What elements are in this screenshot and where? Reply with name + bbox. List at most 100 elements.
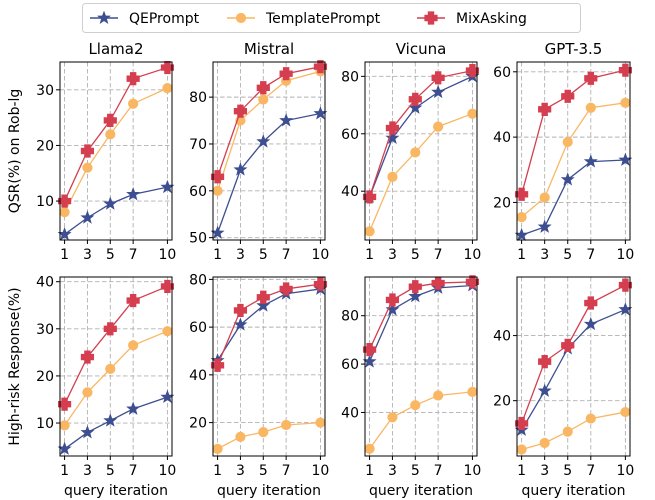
data-point <box>620 97 631 108</box>
y-tick-label: 40 <box>36 275 54 291</box>
data-point <box>584 296 598 310</box>
data-point <box>57 397 72 411</box>
data-point <box>126 187 141 201</box>
y-axis-label: QSR(%) on Rob-lg <box>7 89 23 214</box>
x-axis-label: query iteration <box>369 483 473 499</box>
series-line <box>521 411 626 451</box>
y-tick-label: 10 <box>36 194 54 210</box>
data-point <box>59 420 70 431</box>
data-point <box>538 355 552 369</box>
x-tick-label: 5 <box>106 247 115 263</box>
data-point <box>279 282 293 296</box>
series-line <box>64 186 168 235</box>
x-tick-label: 1 <box>213 247 222 263</box>
x-tick-label: 5 <box>259 463 268 479</box>
axes-frame <box>212 61 326 241</box>
x-tick-label: 1 <box>60 247 69 263</box>
data-point <box>562 426 573 437</box>
y-tick-label: 30 <box>36 83 54 99</box>
y-tick-label: 40 <box>341 405 359 421</box>
x-tick-label: 7 <box>282 247 291 263</box>
panel-title: Vicuna <box>396 40 447 58</box>
y-tick-label: 20 <box>493 394 511 410</box>
data-point <box>235 431 246 443</box>
x-tick-label: 5 <box>411 247 420 263</box>
x-tick-label: 3 <box>540 463 549 479</box>
data-point <box>362 342 377 357</box>
legend: QEPrompt TemplatePrompt MixAsking <box>82 3 581 33</box>
data-point <box>126 401 141 415</box>
panel-4: 1 3 5 7 10 20 40 60 GPT-3.5 <box>493 40 634 263</box>
x-tick-label: 5 <box>106 463 115 479</box>
data-point <box>560 172 575 186</box>
legend-label: MixAsking <box>456 11 527 27</box>
series-mixasking <box>57 279 175 411</box>
data-point <box>364 226 375 237</box>
x-tick-label: 7 <box>586 463 595 479</box>
series-qeprompt <box>514 302 633 436</box>
data-point <box>80 144 95 158</box>
data-point <box>128 340 139 351</box>
x-tick-label: 5 <box>563 247 572 263</box>
data-point <box>313 277 328 291</box>
series-qeprompt <box>57 389 175 455</box>
series-line <box>217 421 321 450</box>
y-tick-label: 80 <box>189 272 207 288</box>
data-point <box>103 196 118 210</box>
y-tick-label: 70 <box>189 137 207 153</box>
x-tick-label: 7 <box>282 463 291 479</box>
y-tick-label: 40 <box>341 184 359 200</box>
x-axis-label: query iteration <box>64 483 168 499</box>
data-point <box>80 350 95 364</box>
x-tick-label: 3 <box>236 463 245 479</box>
data-point <box>233 162 248 176</box>
data-point <box>585 413 596 424</box>
y-tick-label: 40 <box>493 130 511 146</box>
grid <box>60 62 172 240</box>
data-point <box>562 136 573 148</box>
y-tick-label: 60 <box>189 320 207 336</box>
data-point <box>387 412 398 423</box>
series-mixasking <box>210 60 328 184</box>
panel-title: Mistral <box>244 40 294 58</box>
legend-marker-plus <box>424 11 438 25</box>
series-templateprompt <box>59 326 173 431</box>
data-point <box>583 154 598 168</box>
data-point <box>210 358 225 372</box>
data-point <box>537 219 552 233</box>
data-point <box>362 190 377 204</box>
series-templateprompt <box>516 406 631 455</box>
data-point <box>279 67 293 81</box>
y-tick-label: 10 <box>36 416 54 432</box>
data-point <box>465 64 480 78</box>
data-point <box>408 289 423 303</box>
panel-6: 1 3 5 7 10 20 40 60 80 query iteration <box>189 272 329 499</box>
legend-label: TemplatePrompt <box>265 11 381 27</box>
x-tick-label: 10 <box>464 247 482 263</box>
series-line <box>368 284 473 362</box>
data-point <box>233 104 248 118</box>
data-point <box>313 60 328 74</box>
legend-item-templateprompt: TemplatePrompt <box>227 11 381 27</box>
series-line <box>521 102 626 218</box>
data-point <box>160 279 175 294</box>
data-point <box>539 437 550 449</box>
x-axis-label: query iteration <box>521 483 625 499</box>
data-point <box>59 207 70 218</box>
data-point <box>467 108 478 119</box>
panel-1: 1 3 5 7 10 10 20 30 Llama2 QSR(%) on Rob-lg <box>7 40 176 263</box>
data-point <box>539 192 550 203</box>
x-tick-label: 7 <box>586 247 595 263</box>
data-point <box>57 194 72 208</box>
series-line <box>64 330 168 426</box>
legend-label: QEPrompt <box>129 11 200 27</box>
grid <box>365 62 477 240</box>
series-templateprompt <box>212 417 326 454</box>
x-tick-label: 10 <box>616 463 634 479</box>
legend-marker-circle <box>235 12 247 24</box>
data-point <box>128 98 139 109</box>
y-tick-label: 60 <box>493 65 511 81</box>
data-point <box>82 162 93 173</box>
